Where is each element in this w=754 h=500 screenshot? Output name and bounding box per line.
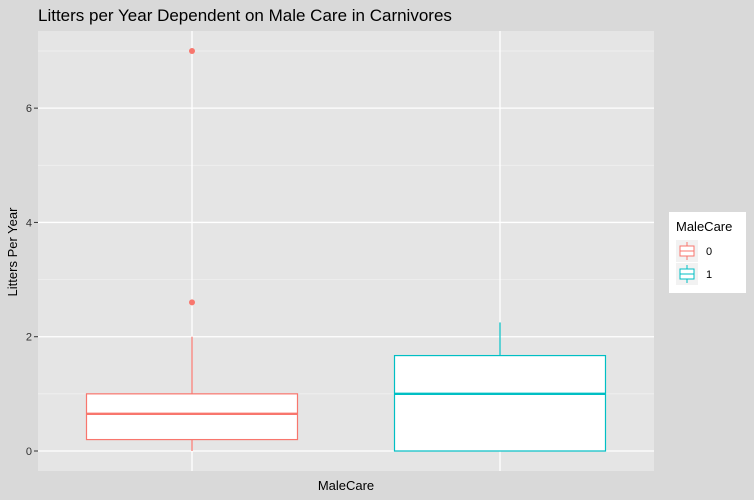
box-group-1 <box>393 322 607 452</box>
y-tick-label: 4 <box>26 217 32 229</box>
legend-label: 1 <box>706 269 712 281</box>
y-axis-title: Litters Per Year <box>5 207 20 297</box>
box <box>393 354 607 452</box>
y-axis: 0 2 4 6 <box>26 103 38 458</box>
chart-title: Litters per Year Dependent on Male Care … <box>38 6 452 25</box>
y-tick-label: 0 <box>26 446 32 458</box>
y-tick-label: 2 <box>26 332 32 344</box>
legend: MaleCare 0 1 <box>669 212 746 293</box>
legend-label: 0 <box>706 246 712 258</box>
legend-key-1: 1 <box>676 263 712 285</box>
box-series <box>85 48 607 452</box>
legend-key-0: 0 <box>676 240 712 262</box>
y-tick-label: 6 <box>26 103 32 115</box>
legend-title: MaleCare <box>676 219 732 234</box>
outlier-point <box>189 48 195 54</box>
outlier-point <box>189 299 195 306</box>
x-axis-title: MaleCare <box>318 478 374 493</box>
box-group-0 <box>85 48 299 451</box>
box <box>85 393 299 441</box>
